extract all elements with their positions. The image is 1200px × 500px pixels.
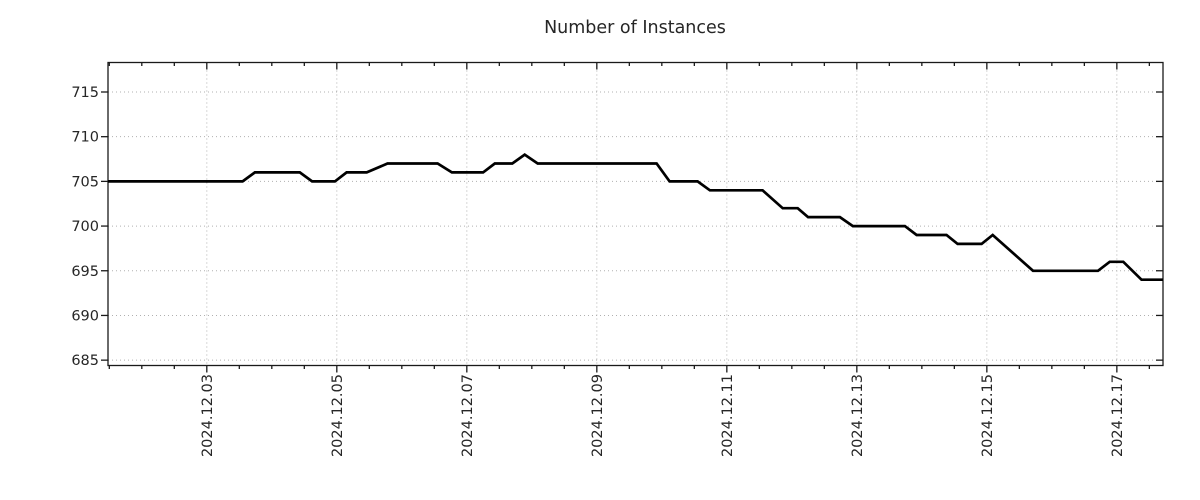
y-tick-label: 710 xyxy=(71,130,99,146)
y-tick-label: 705 xyxy=(71,174,99,190)
tick-labels: 685 690 695 700 705 710 715 2024.12.03 2024.12.0… xyxy=(71,85,1126,457)
y-tick-label: 715 xyxy=(71,85,99,101)
y-tick-label: 700 xyxy=(71,219,99,235)
axis-ticks xyxy=(101,62,1163,373)
x-tick-label: 2024.12.07 xyxy=(460,374,476,457)
y-tick-label: 690 xyxy=(71,308,99,324)
x-tick-label: 2024.12.17 xyxy=(1110,374,1126,457)
x-tick-label: 2024.12.15 xyxy=(980,374,996,457)
series-lines xyxy=(108,152,1163,282)
plot-border xyxy=(107,61,1164,367)
y-tick-label: 685 xyxy=(71,353,99,369)
x-tick-label: 2024.12.05 xyxy=(330,374,346,457)
y-tick-label: 695 xyxy=(71,264,99,280)
x-tick-label: 2024.12.13 xyxy=(850,374,866,457)
chart-title: Number of Instances xyxy=(544,18,726,38)
grid-lines xyxy=(108,62,1163,366)
x-tick-label: 2024.12.03 xyxy=(200,374,216,457)
series-line xyxy=(108,152,1163,282)
x-tick-label: 2024.12.11 xyxy=(720,374,736,457)
x-tick-label: 2024.12.09 xyxy=(590,374,606,457)
